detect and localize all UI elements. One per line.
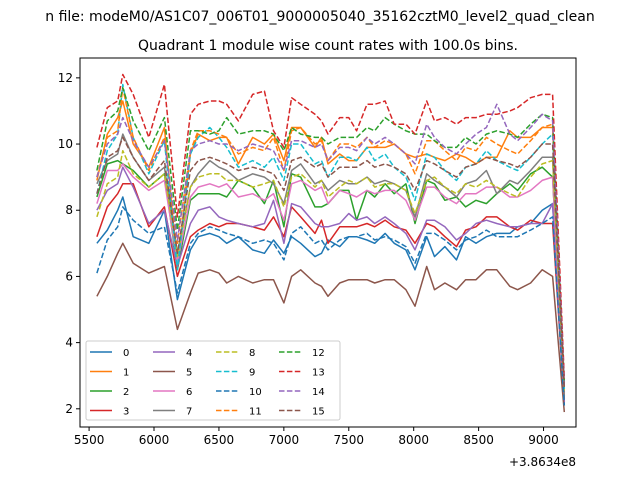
series-line-8: [96, 149, 566, 393]
x-tick-label: 7000: [269, 433, 300, 447]
legend-label-1: 1: [123, 368, 129, 379]
y-tick-label: 10: [58, 137, 73, 151]
legend-label-0: 0: [123, 348, 129, 359]
x-tick-label: 9000: [528, 433, 559, 447]
y-tick-label: 2: [65, 402, 73, 416]
x-offset-label: +3.8634e8: [509, 455, 576, 469]
legend-label-5: 5: [186, 368, 192, 379]
y-tick-label: 6: [65, 269, 73, 283]
chart-title: Quadrant 1 module wise count rates with …: [138, 38, 518, 54]
legend-label-15: 15: [312, 407, 325, 418]
series-line-9: [96, 83, 566, 389]
y-tick-label: 12: [58, 71, 73, 85]
series-line-6: [96, 163, 566, 396]
legend-label-2: 2: [123, 387, 129, 398]
legend-label-12: 12: [312, 348, 325, 359]
series-line-14: [96, 103, 566, 386]
x-tick-label: 5500: [74, 433, 105, 447]
series-line-5: [96, 242, 566, 413]
y-tick-label: 8: [65, 203, 73, 217]
series-layer: [96, 73, 566, 413]
y-axis: 2 4 6 8 10 12: [58, 71, 80, 416]
legend-label-4: 4: [186, 348, 192, 359]
axes-frame: [79, 57, 577, 428]
legend-label-8: 8: [249, 348, 255, 359]
series-line-12: [96, 87, 566, 383]
legend-label-7: 7: [186, 407, 192, 418]
x-tick-label: 7500: [334, 433, 365, 447]
legend-label-11: 11: [249, 407, 262, 418]
x-tick-label: 6500: [204, 433, 235, 447]
suptitle: n file: modeM0/AS1C07_006T01_9000005040_…: [45, 9, 594, 25]
x-axis: 5500 6000 6500 7000 7500 8000 8500 9000: [74, 427, 559, 447]
series-line-4: [96, 166, 566, 403]
plot-area: 5500 6000 6500 7000 7500 8000 8500 9000 2468101…: [58, 57, 577, 447]
legend-label-3: 3: [123, 407, 129, 418]
series-line-10: [96, 206, 566, 406]
series-line-13: [96, 73, 566, 380]
legend-label-6: 6: [186, 387, 192, 398]
x-tick-label: 8500: [463, 433, 494, 447]
series-line-15: [96, 136, 566, 389]
x-tick-label: 6000: [139, 433, 170, 447]
legend-label-10: 10: [249, 387, 262, 398]
x-tick-label: 8000: [398, 433, 429, 447]
y-tick-label: 4: [65, 336, 73, 350]
legend-frame: [85, 340, 341, 421]
legend-label-14: 14: [312, 387, 325, 398]
series-line-0: [96, 196, 566, 406]
legend-label-13: 13: [312, 368, 325, 379]
legend-label-9: 9: [249, 368, 255, 379]
